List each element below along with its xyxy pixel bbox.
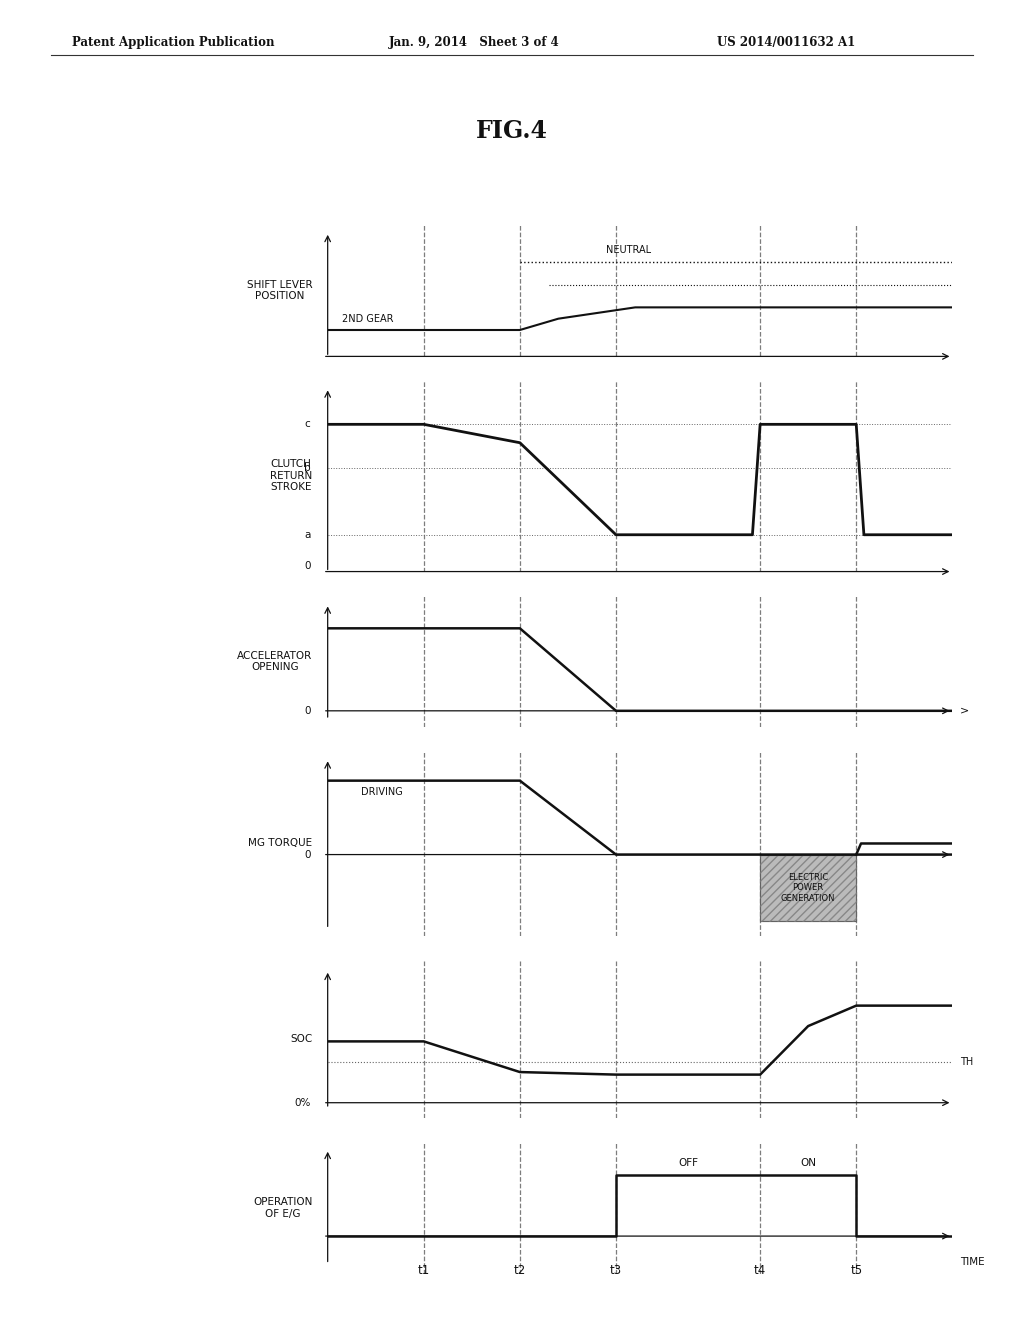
Text: FIG.4: FIG.4 — [476, 119, 548, 143]
Text: >: > — [961, 706, 970, 715]
Text: SOC: SOC — [290, 1034, 312, 1044]
Text: a: a — [304, 529, 310, 540]
Text: t4: t4 — [754, 1265, 766, 1278]
Bar — [760, 854, 856, 921]
Text: c: c — [304, 420, 310, 429]
Text: ACCELERATOR
OPENING: ACCELERATOR OPENING — [238, 651, 312, 672]
Text: TH: TH — [961, 1057, 973, 1067]
Text: b: b — [304, 463, 310, 474]
Text: DRIVING: DRIVING — [361, 787, 403, 797]
Text: ELECTRIC
POWER
GENERATION: ELECTRIC POWER GENERATION — [781, 873, 836, 903]
Text: t1: t1 — [418, 1265, 430, 1278]
Text: US 2014/0011632 A1: US 2014/0011632 A1 — [717, 36, 855, 49]
Text: NEUTRAL: NEUTRAL — [606, 244, 651, 255]
Text: Patent Application Publication: Patent Application Publication — [72, 36, 274, 49]
Text: SHIFT LEVER
POSITION: SHIFT LEVER POSITION — [247, 280, 312, 301]
Bar — [760, 854, 856, 921]
Text: Jan. 9, 2014   Sheet 3 of 4: Jan. 9, 2014 Sheet 3 of 4 — [389, 36, 560, 49]
Text: 2ND GEAR: 2ND GEAR — [342, 314, 393, 325]
Text: 0: 0 — [304, 706, 310, 715]
Text: TIME: TIME — [961, 1257, 985, 1267]
Text: CLUTCH
RETURN
STROKE: CLUTCH RETURN STROKE — [270, 459, 312, 492]
Text: 0: 0 — [304, 561, 310, 572]
Text: t5: t5 — [850, 1265, 862, 1278]
Text: 0: 0 — [304, 850, 310, 859]
Text: t2: t2 — [514, 1265, 526, 1278]
Text: MG TORQUE: MG TORQUE — [248, 838, 312, 849]
Text: ON: ON — [800, 1158, 816, 1168]
Text: t3: t3 — [610, 1265, 622, 1278]
Text: OPERATION
OF E/G: OPERATION OF E/G — [253, 1197, 312, 1218]
Text: 0%: 0% — [294, 1098, 310, 1107]
Text: OFF: OFF — [678, 1158, 698, 1168]
